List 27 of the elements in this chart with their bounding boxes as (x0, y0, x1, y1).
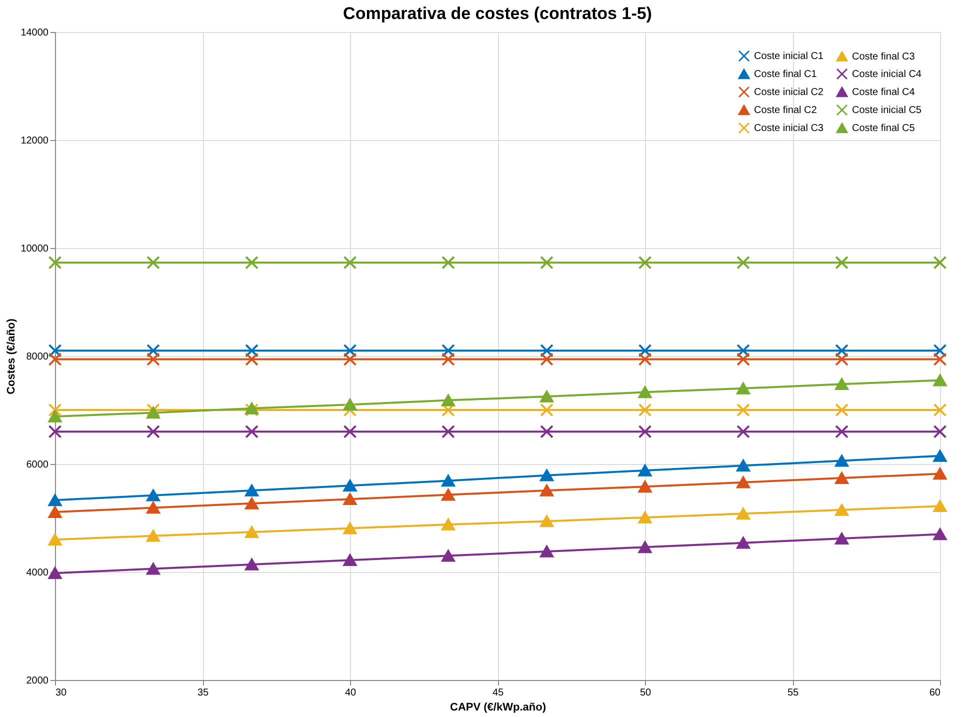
y-tick-label: 14000 (20, 28, 49, 38)
chart-title: Comparativa de costes (contratos 1-5) (343, 4, 652, 23)
legend-label: Coste inicial C2 (754, 87, 824, 98)
y-tick-label: 8000 (26, 352, 49, 362)
x-tick-label: 40 (344, 688, 356, 698)
x-tick-label: 60 (929, 688, 941, 698)
x-tick-label: 55 (787, 688, 799, 698)
y-tick-label: 6000 (26, 460, 49, 470)
y-tick-label: 4000 (26, 568, 49, 578)
legend-label: Coste inicial C1 (754, 51, 824, 62)
legend-label: Coste inicial C4 (852, 69, 922, 80)
legend-label: Coste inicial C3 (754, 123, 824, 134)
x-tick-label: 35 (197, 688, 209, 698)
x-tick-label: 45 (492, 688, 504, 698)
legend-label: Coste final C2 (754, 105, 818, 116)
x-tick-label: 30 (56, 688, 68, 698)
legend-label: Coste final C5 (852, 123, 916, 134)
legend-label: Coste final C3 (852, 51, 916, 62)
legend-label: Coste final C1 (754, 69, 818, 80)
y-axis-title: Costes (€/año) (6, 318, 18, 394)
x-axis-title: CAPV (€/kWp.año) (450, 702, 546, 714)
y-tick-label: 12000 (20, 136, 49, 146)
y-tick-label: 10000 (20, 244, 49, 254)
legend-label: Coste inicial C5 (852, 105, 922, 116)
legend-label: Coste final C4 (852, 87, 916, 98)
x-tick-label: 50 (640, 688, 652, 698)
y-tick-label: 2000 (26, 676, 49, 686)
